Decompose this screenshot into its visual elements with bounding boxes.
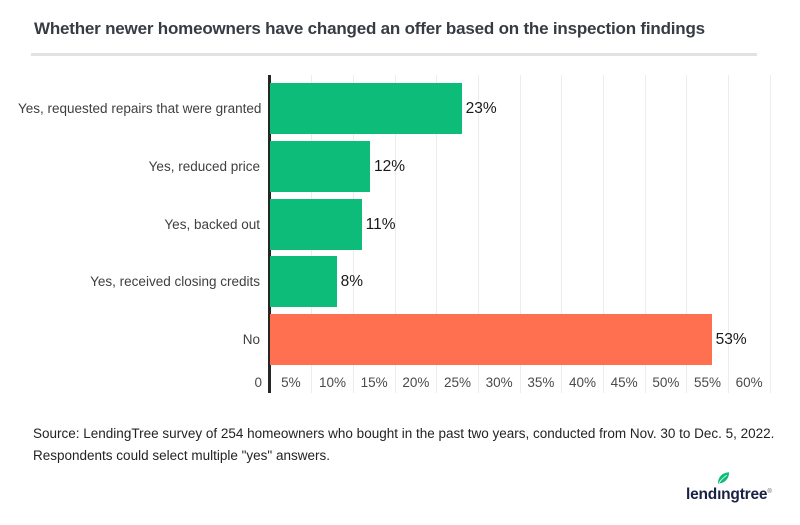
x-tick-label: 60%	[735, 375, 763, 390]
y-axis-line	[268, 75, 271, 393]
category-label: Yes, received closing credits	[90, 274, 260, 290]
lendingtree-logo: lendıngtree®	[686, 470, 778, 510]
x-tick-label: 25%	[443, 375, 472, 390]
gridline	[727, 75, 729, 393]
gridline	[477, 75, 479, 393]
bar	[270, 198, 362, 250]
leaf-icon	[717, 472, 730, 484]
gridline	[602, 75, 604, 393]
x-tick-label: 35%	[527, 375, 555, 390]
gridline	[561, 75, 563, 393]
value-label: 23%	[465, 100, 497, 117]
category-label: Yes, backed out	[164, 216, 260, 232]
gridline	[644, 75, 646, 393]
x-tick-label: 20%	[402, 375, 430, 390]
bar	[270, 314, 712, 366]
x-tick-label: 55%	[693, 375, 722, 390]
bar-chart: 0 5% 10% 15% 20% 25% 30% 35% 40% 45% 50% 55% 60% Yes,…	[0, 75, 800, 405]
x-tick-label: 40%	[568, 375, 597, 390]
gridline	[436, 75, 438, 393]
category-label: Yes, requested repairs that were granted	[18, 101, 262, 116]
x-tick-label: 5%	[281, 375, 301, 390]
bar	[270, 140, 370, 192]
title-divider	[31, 53, 757, 56]
x-tick-label: 10%	[318, 375, 347, 390]
bar	[270, 83, 462, 134]
logo-text: lendıngtree	[686, 486, 768, 503]
x-tick-label: 50%	[652, 375, 680, 390]
value-label: 11%	[365, 215, 396, 233]
value-label: 53%	[715, 331, 747, 349]
category-label: No	[242, 332, 260, 348]
category-label: Yes, reduced price	[148, 158, 260, 174]
logo-text-wrap: lendıngtree®	[686, 486, 772, 504]
value-label: 8%	[340, 273, 364, 291]
gridline	[519, 75, 521, 393]
x-tick-label: 15%	[360, 375, 388, 390]
x-tick-label: 0	[254, 375, 262, 390]
chart-title: Whether newer homeowners have changed an…	[34, 19, 705, 38]
logo-trademark: ®	[767, 488, 772, 495]
gridline	[394, 75, 396, 393]
source-line-1: Source: LendingTree survey of 254 homeow…	[33, 426, 775, 441]
plot-area: 0 5% 10% 15% 20% 25% 30% 35% 40% 45% 50% 55% 60% Yes,…	[18, 75, 771, 393]
bar	[270, 256, 337, 308]
x-tick-label: 45%	[610, 375, 638, 390]
gridline	[769, 75, 771, 393]
source-line-2: Respondents could select multiple "yes" …	[33, 448, 330, 463]
x-tick-label: 30%	[485, 375, 513, 390]
gridline	[686, 75, 688, 393]
value-label: 12%	[374, 157, 406, 175]
source-note: Source: LendingTree survey of 254 homeow…	[33, 423, 778, 467]
